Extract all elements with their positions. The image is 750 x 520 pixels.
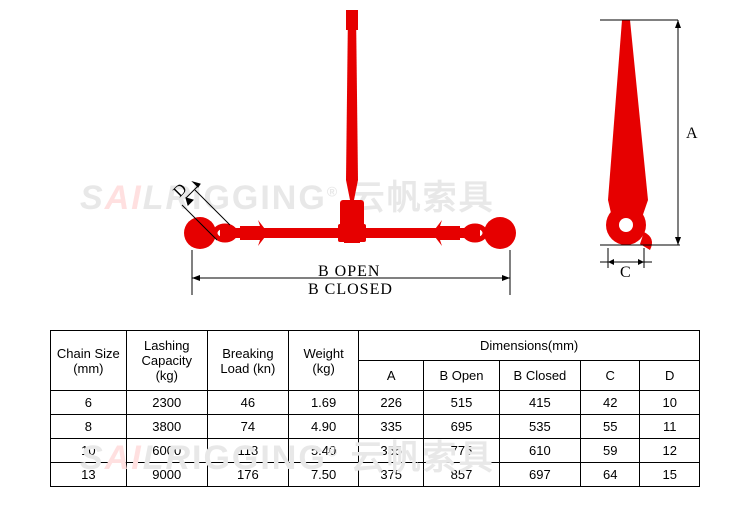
cell: 226 [359, 391, 424, 415]
th-weight: Weight (kg) [288, 331, 358, 391]
label-a: A [686, 125, 698, 143]
cell: 11 [640, 415, 700, 439]
cell: 610 [499, 439, 580, 463]
cell: 1.69 [288, 391, 358, 415]
side-view [606, 20, 652, 250]
cell: 46 [207, 391, 288, 415]
th-chain-size: Chain Size (mm) [51, 331, 127, 391]
cell: 59 [580, 439, 639, 463]
label-b-closed: B CLOSED [308, 281, 393, 299]
technical-diagram: SAILRIGGING® 云帆索具 [0, 0, 750, 320]
watermark-2: SAILRIGGING® 云帆索具 [80, 430, 495, 479]
cell: 6 [51, 391, 127, 415]
cell: 2300 [126, 391, 207, 415]
th-bopen: B Open [424, 361, 500, 391]
cell: 64 [580, 463, 639, 487]
th-a: A [359, 361, 424, 391]
label-c: C [620, 264, 631, 282]
th-c: C [580, 361, 639, 391]
cell: 42 [580, 391, 639, 415]
front-view [184, 10, 516, 249]
th-breaking: Breaking Load (kn) [207, 331, 288, 391]
table-row: 62300461.692265154154210 [51, 391, 700, 415]
th-dimensions: Dimensions(mm) [359, 331, 700, 361]
th-d: D [640, 361, 700, 391]
dimension-lines [182, 20, 681, 295]
th-bclosed: B Closed [499, 361, 580, 391]
th-lashing: Lashing Capacity (kg) [126, 331, 207, 391]
cell: 10 [640, 391, 700, 415]
cell: 415 [499, 391, 580, 415]
cell: 535 [499, 415, 580, 439]
label-b-open: B OPEN [318, 263, 380, 281]
cell: 15 [640, 463, 700, 487]
cell: 697 [499, 463, 580, 487]
cell: 515 [424, 391, 500, 415]
cell: 55 [580, 415, 639, 439]
cell: 12 [640, 439, 700, 463]
